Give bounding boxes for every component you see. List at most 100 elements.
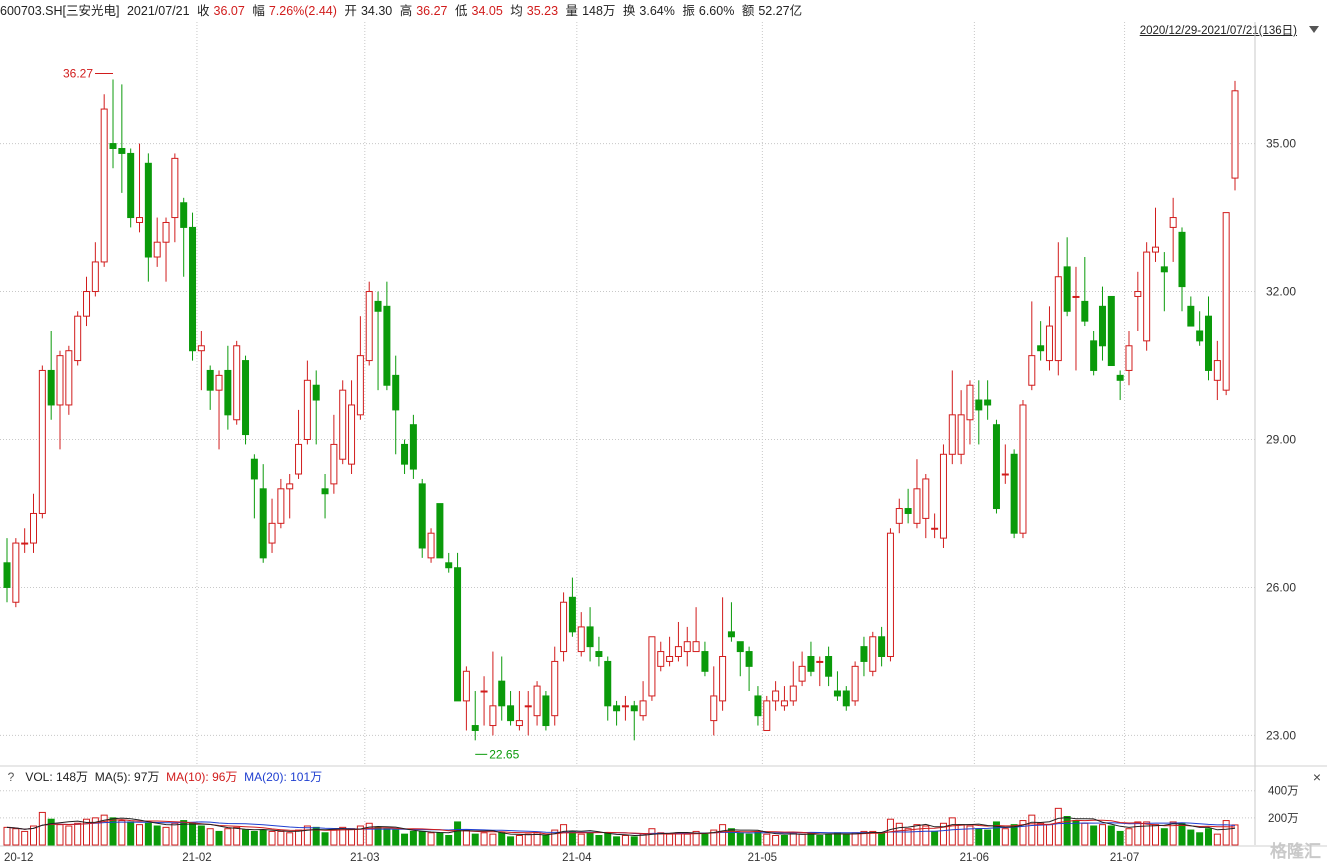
volume-bar — [171, 822, 179, 846]
amplitude-value: 6.60% — [698, 4, 735, 18]
volume-bar — [1231, 824, 1239, 846]
volume-bar — [206, 828, 214, 846]
volume-bar — [286, 832, 294, 846]
candle-body — [710, 695, 718, 722]
volume-bar — [409, 830, 417, 846]
volume-bar — [277, 830, 285, 846]
volume-bar — [931, 830, 939, 846]
candle-body — [586, 626, 594, 648]
x-tick-label: 21-02 — [182, 852, 211, 864]
candle-body — [65, 350, 73, 406]
candle-body — [56, 355, 64, 406]
ma10-label: MA(10): 96万 — [166, 770, 238, 784]
volume-bar — [904, 828, 912, 846]
candle-body — [816, 660, 824, 663]
volume-bar — [895, 822, 903, 846]
candle-body — [754, 695, 762, 717]
low-label: 低 — [454, 4, 468, 18]
candle-body — [30, 512, 38, 544]
volume-bar — [754, 830, 762, 846]
candle-body — [286, 483, 294, 490]
volume-bar — [462, 829, 470, 846]
volume-bar — [153, 825, 161, 846]
quote-header: 600703.SH[三安光电] 2021/07/21 收 36.07 幅 7.26%… — [0, 0, 1327, 22]
candle-body — [162, 221, 170, 243]
close-icon[interactable]: × — [1312, 769, 1321, 785]
candle-body — [242, 360, 250, 436]
candle-body — [38, 369, 46, 514]
high-value: 36.27 — [416, 4, 448, 18]
candle-body — [1028, 355, 1036, 386]
candle-body — [206, 369, 214, 391]
volume-bar — [489, 833, 497, 846]
volume-bar — [1169, 821, 1177, 846]
candle-body — [365, 291, 373, 362]
volume-bar — [524, 833, 532, 846]
date-range-selector[interactable]: 2020/12/29-2021/07/21(136日) — [1139, 25, 1297, 37]
volume-bar — [551, 829, 559, 846]
volume-bar — [47, 818, 55, 846]
candle-body — [1187, 305, 1195, 327]
candle-body — [127, 152, 135, 219]
candle-body — [701, 651, 709, 672]
volume-bar — [1072, 820, 1080, 846]
volume-bar — [498, 832, 506, 846]
volume-bar — [180, 820, 188, 846]
candle-body — [1213, 360, 1221, 381]
volume-bar — [772, 835, 780, 846]
volume-bar — [330, 829, 338, 846]
volume-bar — [542, 835, 550, 846]
candle-body — [330, 443, 338, 485]
volume-bar — [348, 828, 356, 846]
volume-bar — [1187, 829, 1195, 846]
x-tick-label: 21-03 — [350, 852, 379, 864]
help-icon[interactable]: ? — [7, 770, 15, 784]
volume-bar — [100, 814, 108, 846]
volume-bar — [56, 824, 64, 846]
candle-body — [966, 384, 974, 421]
candle-body — [268, 522, 276, 544]
candle-body — [277, 488, 285, 524]
candle-body — [1204, 315, 1212, 371]
candle-body — [100, 108, 108, 263]
volume-bar — [613, 836, 621, 846]
amount-label: 额 — [741, 4, 755, 18]
candle-body — [745, 651, 753, 667]
volume-bar — [683, 833, 691, 846]
candle-body — [1001, 473, 1009, 476]
y-tick-label: 26.00 — [1266, 580, 1296, 594]
candle-body — [118, 148, 126, 154]
high-annotation: 36.27 — [63, 66, 93, 80]
candle-body — [984, 399, 992, 406]
candle-body — [613, 705, 621, 712]
x-tick-label: 21-07 — [1110, 852, 1139, 864]
candle-body — [1107, 295, 1115, 367]
volume-bar — [568, 830, 576, 846]
candle-body — [489, 705, 497, 727]
volume-bar — [798, 833, 806, 846]
candle-body — [1010, 453, 1018, 534]
candle-body — [1098, 305, 1106, 347]
x-tick-label: 21-04 — [562, 852, 592, 864]
candle-body — [303, 379, 311, 440]
volume-bar — [427, 832, 435, 846]
candle-body — [772, 690, 780, 702]
volume-bar — [436, 832, 444, 846]
volume-bar — [392, 829, 400, 846]
candle-body — [1178, 231, 1186, 288]
candle-body — [568, 596, 576, 633]
chevron-down-icon[interactable] — [1309, 26, 1319, 33]
candle-body — [1160, 266, 1168, 273]
volume-bar — [250, 830, 258, 846]
candle-body — [975, 399, 983, 411]
high-label: 高 — [399, 4, 413, 18]
candle-body — [409, 424, 417, 470]
candle-body — [577, 626, 585, 653]
volume-header: ? VOL: 148万 MA(5): 97万 MA(10): 96万 MA(20… — [0, 768, 1327, 786]
low-value: 34.05 — [471, 4, 503, 18]
candle-body — [833, 690, 841, 697]
candle-body — [560, 601, 568, 653]
candle-body — [992, 424, 1000, 510]
amplitude-label: 振 — [682, 4, 695, 18]
